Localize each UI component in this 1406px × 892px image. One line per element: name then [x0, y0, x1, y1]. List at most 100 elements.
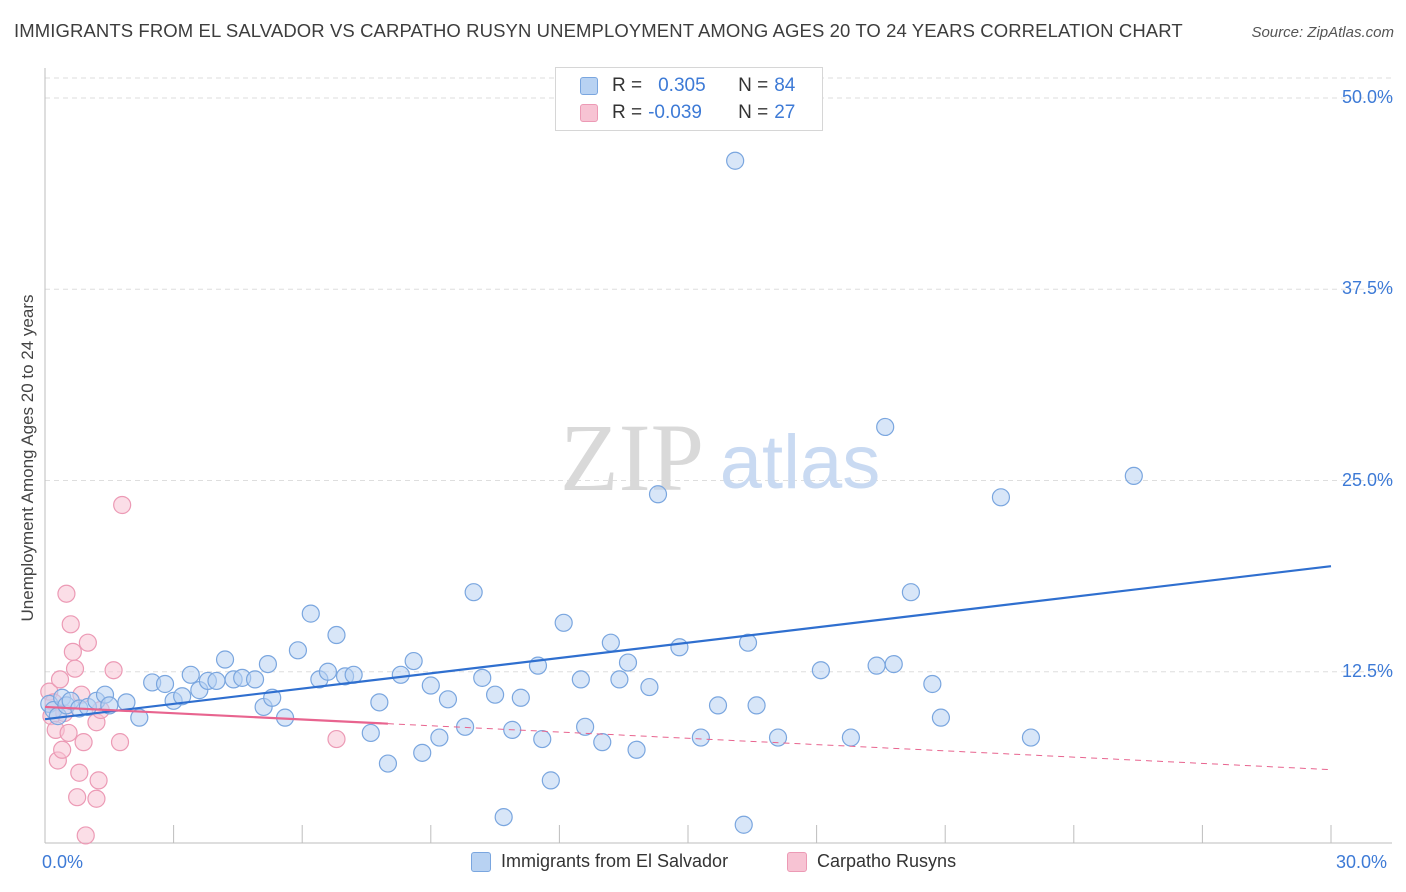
bottom-legend-swatch-blue — [471, 851, 491, 872]
point-el-salvador — [327, 625, 346, 645]
point-el-salvador — [571, 670, 590, 689]
point-carpatho-rusyn — [57, 584, 76, 603]
bottom-legend-label: Immigrants from El Salvador — [501, 851, 729, 871]
bottom-legend-el-salvador: Immigrants from El Salvador — [471, 851, 728, 872]
point-carpatho-rusyn — [63, 642, 82, 661]
point-el-salvador — [618, 653, 638, 672]
point-el-salvador — [841, 728, 860, 747]
point-el-salvador — [726, 151, 745, 170]
point-el-salvador — [318, 662, 338, 681]
point-el-salvador — [931, 708, 951, 727]
bottom-legend-carpatho: Carpatho Rusyns — [787, 851, 956, 872]
point-carpatho-rusyn — [59, 723, 78, 743]
point-carpatho-rusyn — [87, 789, 106, 808]
point-el-salvador — [923, 674, 942, 694]
trend-line-carpatho-solid — [44, 705, 388, 725]
y-axis-label: Unemployment Among Ages 20 to 24 years — [18, 294, 37, 622]
bottom-legend-swatch-pink — [787, 851, 807, 872]
point-el-salvador — [884, 654, 903, 674]
point-el-salvador — [768, 728, 788, 747]
point-el-salvador — [378, 754, 398, 773]
point-el-salvador — [258, 654, 278, 674]
axes — [44, 68, 1392, 844]
point-el-salvador — [738, 633, 758, 652]
point-el-salvador — [691, 728, 710, 747]
point-el-salvador — [627, 740, 646, 759]
point-el-salvador — [430, 728, 449, 747]
point-carpatho-rusyn — [110, 733, 130, 752]
y-tick-label: 12.5% — [1341, 660, 1393, 681]
legend-swatch-blue — [580, 77, 598, 95]
correlation-legend: R = 0.305 N = 84 R = -0.039 N = 27 — [555, 67, 823, 131]
legend-n-label: N = — [738, 75, 769, 96]
point-el-salvador — [991, 488, 1011, 507]
point-el-salvador — [670, 638, 689, 657]
point-carpatho-rusyn — [50, 670, 70, 689]
y-tick-label: 25.0% — [1341, 469, 1393, 490]
point-el-salvador — [901, 583, 921, 602]
trend-lines — [44, 565, 1332, 771]
point-carpatho-rusyn — [327, 729, 346, 749]
point-carpatho-rusyn — [68, 788, 87, 807]
legend-r-label: R = — [612, 102, 643, 123]
point-el-salvador — [215, 650, 235, 669]
point-el-salvador — [554, 613, 573, 632]
legend-r-label: R = — [612, 75, 643, 96]
watermark: ZIP atlas — [560, 404, 880, 511]
point-el-salvador — [867, 656, 886, 675]
legend-r-value: 0.305 — [658, 75, 706, 96]
point-carpatho-rusyn — [53, 740, 72, 759]
point-el-salvador — [361, 723, 380, 743]
point-el-salvador — [511, 688, 530, 707]
point-carpatho-rusyn — [104, 661, 123, 680]
point-el-salvador — [155, 674, 175, 694]
y-tick-label: 50.0% — [1341, 87, 1393, 107]
point-el-salvador — [301, 604, 320, 623]
point-el-salvador — [593, 733, 612, 752]
point-el-salvador — [207, 671, 226, 691]
legend-swatch-pink — [580, 104, 598, 122]
point-el-salvador — [1124, 466, 1143, 486]
point-el-salvador — [464, 583, 483, 602]
el-salvador-points — [40, 87, 1143, 834]
point-carpatho-rusyn — [113, 495, 132, 515]
point-el-salvador — [486, 685, 505, 704]
point-el-salvador — [370, 693, 389, 712]
point-el-salvador — [533, 729, 552, 749]
legend-n-value: 84 — [774, 75, 796, 96]
point-carpatho-rusyn — [74, 733, 93, 752]
watermark-atlas: atlas — [720, 420, 881, 505]
point-el-salvador — [245, 670, 265, 689]
point-el-salvador — [130, 708, 149, 727]
point-el-salvador — [1021, 728, 1041, 747]
point-el-salvador — [747, 696, 766, 715]
point-el-salvador — [648, 485, 668, 504]
point-el-salvador — [473, 668, 492, 687]
point-carpatho-rusyn — [76, 826, 95, 845]
x-tick-label-max: 30.0% — [1336, 852, 1388, 872]
chart-title: IMMIGRANTS FROM EL SALVADOR VS CARPATHO … — [14, 20, 1183, 41]
point-el-salvador — [640, 677, 659, 697]
x-tick-label-min: 0.0% — [42, 852, 84, 872]
point-el-salvador — [734, 815, 753, 834]
point-el-salvador — [541, 771, 560, 790]
watermark-zip: ZIP — [560, 404, 704, 511]
point-carpatho-rusyn — [61, 615, 80, 634]
point-el-salvador — [438, 690, 458, 709]
point-carpatho-rusyn — [89, 771, 108, 790]
point-el-salvador — [576, 717, 595, 736]
point-el-salvador — [404, 651, 423, 671]
point-el-salvador — [601, 633, 620, 652]
point-el-salvador — [421, 676, 440, 695]
point-el-salvador — [610, 670, 629, 689]
point-el-salvador — [288, 641, 308, 660]
point-el-salvador — [811, 661, 830, 680]
legend-n-value: 27 — [774, 102, 796, 123]
y-tick-label: 37.5% — [1341, 278, 1393, 299]
trend-line-carpatho-dashed — [387, 723, 1332, 771]
point-carpatho-rusyn — [70, 763, 89, 782]
legend-row-el-salvador: R = 0.305 N = 84 — [580, 74, 795, 98]
source-note: Source: ZipAtlas.com — [1251, 24, 1394, 41]
point-el-salvador — [391, 665, 410, 684]
